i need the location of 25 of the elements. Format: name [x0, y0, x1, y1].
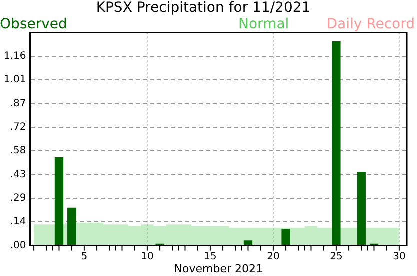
x-tick-label: 15	[204, 251, 217, 262]
chart-title: KPSX Precipitation for 11/2021	[96, 0, 311, 16]
bar	[332, 41, 341, 246]
x-tick-label: 10	[141, 251, 154, 262]
bar	[54, 157, 64, 246]
bar	[282, 229, 290, 246]
x-tick-label: 30	[393, 251, 406, 262]
y-tick-label: .72	[10, 122, 26, 134]
y-tick-label: 1.16	[4, 51, 26, 62]
y-tick-label: .43	[10, 169, 26, 180]
text: Normal	[238, 16, 290, 32]
x-tick-label: 20	[267, 251, 280, 262]
legend-label: Daily Record	[326, 16, 415, 32]
y-tick-label: .58	[10, 146, 26, 157]
y-tick-label: .14	[10, 216, 26, 228]
bar	[68, 208, 76, 246]
y-tick-label: 1.01	[4, 74, 26, 86]
text: Observed	[0, 16, 68, 32]
y-tick-label: .29	[10, 193, 26, 204]
bar	[357, 172, 366, 246]
y-tick-label: .00	[10, 240, 26, 252]
x-tick-label: 5	[81, 251, 88, 262]
x-axis-title: November 2021	[174, 262, 263, 276]
y-tick-label: .87	[10, 98, 26, 110]
x-tick-label: 25	[330, 251, 343, 262]
